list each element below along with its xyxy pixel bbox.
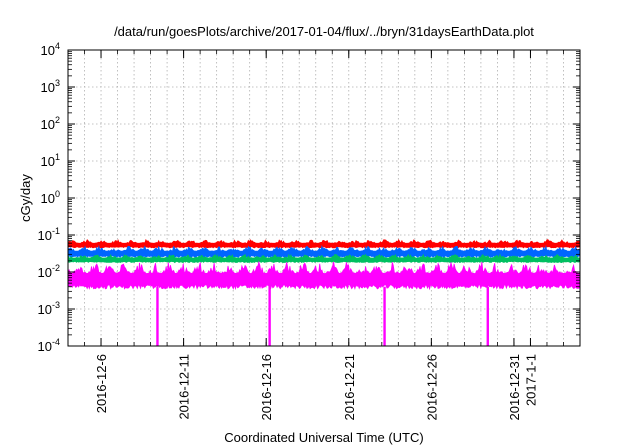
data-dip — [383, 286, 386, 346]
x-tick-label: 2016-12-11 — [177, 354, 192, 420]
series-band — [67, 260, 581, 291]
x-tick-label: 2016-12-6 — [94, 354, 109, 413]
x-axis-label: Coordinated Universal Time (UTC) — [224, 430, 423, 445]
y-tick-label: 10-2 — [38, 263, 60, 280]
ticks: 10-4 10-3 10-2 10-1 100 101 102 103 104 2016-12-6… — [38, 41, 580, 421]
x-tick-label: 2016-12-21 — [342, 354, 357, 421]
grid — [68, 50, 580, 346]
series-layer — [67, 238, 581, 346]
y-tick-label: 100 — [41, 189, 60, 206]
y-tick-label: 10-1 — [38, 226, 60, 243]
y-tick-label: 104 — [41, 41, 60, 58]
series-band — [67, 244, 581, 259]
series-area — [67, 260, 581, 291]
series-area — [67, 244, 581, 259]
data-dip — [156, 286, 159, 346]
chart-title: /data/run/goesPlots/archive/2017-01-04/f… — [114, 24, 534, 39]
x-tick-label: 2016-12-16 — [259, 354, 274, 421]
y-tick-label: 10-4 — [38, 337, 60, 354]
y-tick-label: 101 — [41, 152, 60, 169]
y-tick-label: 10-3 — [38, 300, 60, 317]
y-axis-label: cGy/day — [18, 174, 33, 222]
y-tick-label: 103 — [41, 78, 60, 95]
x-tick-label: 2016-12-31 — [507, 354, 522, 421]
data-dip — [268, 286, 271, 346]
y-tick-label: 102 — [41, 115, 60, 132]
x-tick-label: 2017-1-1 — [523, 354, 538, 406]
x-tick-label: 2016-12-26 — [424, 354, 439, 421]
data-dip — [486, 286, 489, 346]
